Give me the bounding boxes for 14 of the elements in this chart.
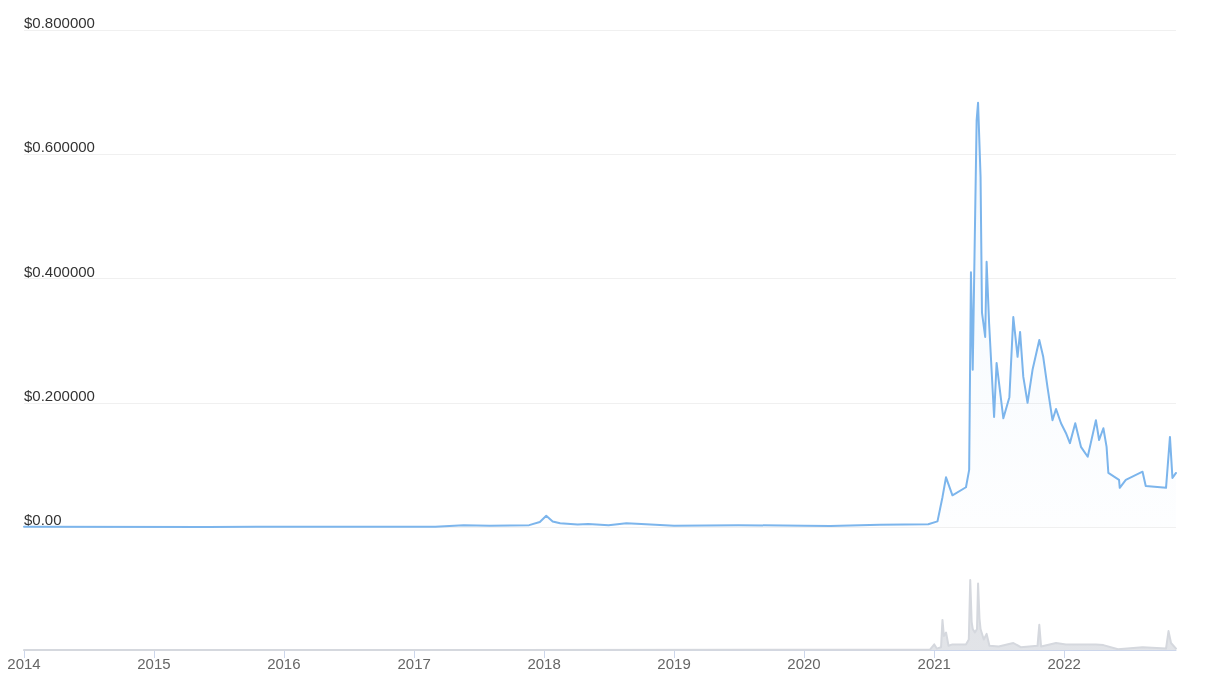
x-tick-label: 2014 — [7, 655, 41, 672]
x-tick-label: 2020 — [787, 655, 821, 672]
x-tick-label: 2022 — [1047, 655, 1081, 672]
x-tick-label: 2018 — [527, 655, 561, 672]
x-tick-label: 2019 — [657, 655, 691, 672]
y-tick-label: $0.00 — [24, 511, 62, 528]
x-tick-label: 2015 — [137, 655, 171, 672]
x-tick-label: 2017 — [397, 655, 431, 672]
y-tick-label: $0.200000 — [24, 386, 95, 404]
y-tick-label: $0.400000 — [24, 262, 95, 280]
x-tick-label: 2016 — [267, 655, 301, 672]
x-tick-label: 2021 — [917, 655, 951, 672]
y-tick-label: $0.600000 — [24, 138, 95, 156]
y-tick-label: $0.800000 — [24, 14, 95, 31]
